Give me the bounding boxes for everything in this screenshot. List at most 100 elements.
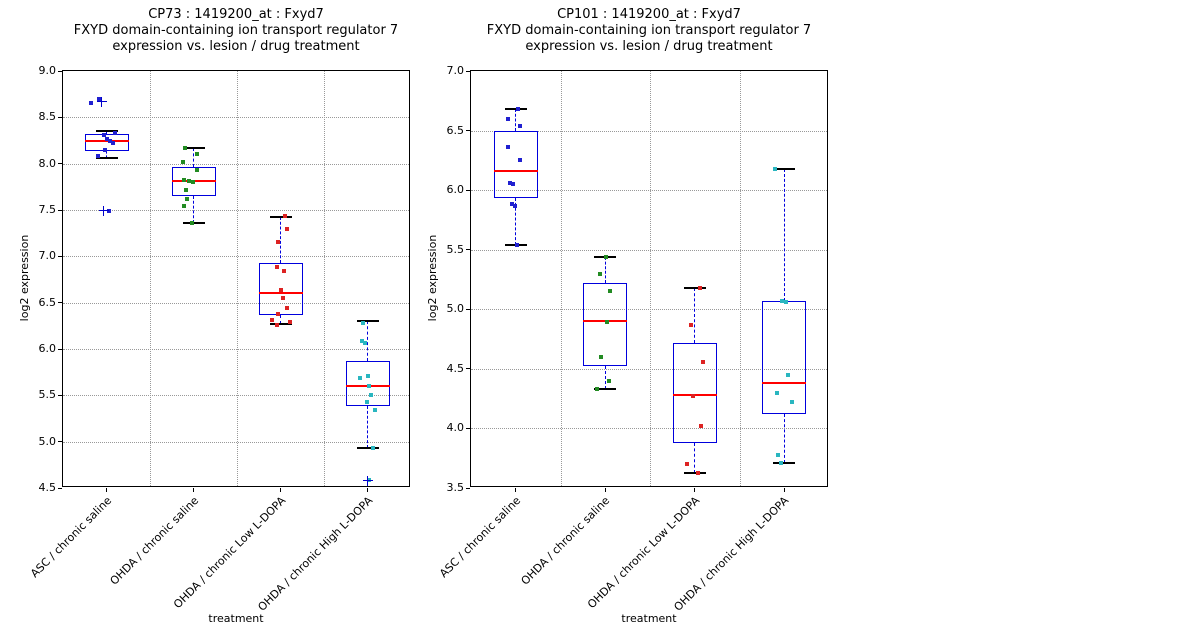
- data-point: [505, 145, 510, 150]
- y-tick-label: 5.5: [38, 388, 57, 402]
- y-tick-label: 5.5: [446, 242, 465, 256]
- y-tick-label: 6.5: [38, 295, 57, 309]
- data-point: [773, 166, 778, 171]
- y-tick-label: 5.0: [446, 302, 465, 316]
- x-tick-mark: [515, 488, 517, 492]
- data-point: [360, 321, 365, 326]
- lower-whisker-cap: [683, 471, 706, 474]
- y-tick-mark: [466, 249, 470, 251]
- plot-cp73: CP73 : 1419200_at : Fxyd7 FXYD domain-co…: [18, 7, 410, 625]
- median-line: [493, 170, 538, 173]
- data-point: [284, 226, 289, 231]
- data-point: [359, 338, 364, 343]
- data-point: [275, 240, 280, 245]
- flier-plus-icon: [367, 475, 368, 486]
- y-gridline: [471, 190, 827, 192]
- y-gridline: [471, 309, 827, 311]
- upper-whisker: [694, 287, 695, 343]
- upper-whisker-cap: [182, 146, 205, 149]
- data-point: [690, 394, 695, 399]
- data-point: [181, 178, 186, 183]
- data-point: [517, 123, 522, 128]
- y-tick-label: 7.0: [38, 249, 57, 263]
- data-point: [366, 477, 371, 482]
- y-axis-label: log2 expression: [426, 234, 439, 322]
- data-point: [779, 460, 784, 465]
- data-point: [287, 320, 292, 325]
- y-gridline: [471, 249, 827, 251]
- x-tick-mark: [694, 488, 696, 492]
- data-point: [514, 242, 519, 247]
- data-point: [775, 390, 780, 395]
- upper-whisker-cap: [773, 167, 796, 170]
- data-point: [509, 202, 514, 207]
- group-separator-line: [324, 71, 325, 486]
- upper-whisker-cap: [356, 320, 379, 323]
- y-tick-mark: [58, 348, 62, 350]
- data-point: [700, 359, 705, 364]
- data-point: [598, 271, 603, 276]
- plot-title: CP101 : 1419200_at : Fxyd7 FXYD domain-c…: [487, 7, 811, 55]
- y-tick-label: 4.5: [446, 361, 465, 375]
- upper-whisker-cap: [269, 216, 292, 219]
- data-point: [512, 203, 517, 208]
- data-point: [194, 152, 199, 157]
- box: [345, 361, 390, 407]
- y-gridline: [471, 368, 827, 370]
- data-point: [194, 168, 199, 173]
- data-point: [281, 269, 286, 274]
- data-point: [595, 387, 600, 392]
- data-point: [784, 300, 789, 305]
- plot-area: 7.0 6.5 6.0 5.5 5.0 4.5 4.0 3.5 ASC / chronic sa…: [437, 65, 828, 614]
- x-tick-mark: [783, 488, 785, 492]
- data-point: [104, 136, 109, 141]
- y-tick-label: 6.0: [446, 183, 465, 197]
- data-point: [110, 141, 115, 146]
- data-point: [88, 101, 93, 106]
- upper-whisker: [783, 168, 785, 301]
- median-line: [672, 394, 717, 397]
- lower-whisker-cap: [182, 221, 205, 224]
- upper-whisker: [279, 217, 281, 263]
- y-gridline: [63, 210, 409, 211]
- data-point: [688, 322, 693, 327]
- title-line-1: CP73 : 1419200_at : Fxyd7: [148, 7, 324, 22]
- data-point: [189, 220, 194, 225]
- y-tick-mark: [466, 189, 470, 191]
- data-point: [96, 96, 101, 101]
- data-point: [368, 393, 373, 398]
- lower-whisker: [515, 198, 516, 245]
- data-point: [102, 147, 107, 152]
- y-gridline: [63, 117, 409, 119]
- box: [672, 342, 717, 443]
- data-point: [607, 378, 612, 383]
- title-line-2: FXYD domain-containing ion transport reg…: [486, 23, 812, 38]
- y-tick-label: 5.0: [38, 434, 57, 448]
- data-point: [101, 132, 106, 137]
- y-gridline: [63, 395, 409, 397]
- data-point: [278, 287, 283, 292]
- y-gridline: [471, 130, 827, 132]
- y-tick-label: 4.5: [38, 481, 57, 494]
- y-gridline: [63, 349, 409, 350]
- upper-whisker: [604, 256, 606, 284]
- group-separator-line: [560, 71, 562, 486]
- lower-whisker-cap: [95, 157, 118, 160]
- upper-whisker: [366, 321, 368, 362]
- data-point: [274, 265, 279, 270]
- x-tick-mark: [280, 488, 281, 492]
- data-point: [275, 311, 280, 316]
- data-point: [786, 372, 791, 377]
- box: [493, 130, 538, 199]
- y-tick-label: 8.5: [38, 110, 57, 124]
- upper-whisker-cap: [683, 286, 706, 289]
- data-point: [372, 408, 377, 413]
- data-point: [190, 180, 195, 185]
- upper-whisker: [515, 109, 516, 131]
- y-gridline: [63, 441, 409, 443]
- y-gridline: [63, 163, 409, 165]
- lower-whisker-cap: [356, 447, 379, 450]
- data-point: [186, 179, 191, 184]
- plot-cp101: CP101 : 1419200_at : Fxyd7 FXYD domain-c…: [426, 7, 828, 625]
- data-point: [107, 139, 112, 144]
